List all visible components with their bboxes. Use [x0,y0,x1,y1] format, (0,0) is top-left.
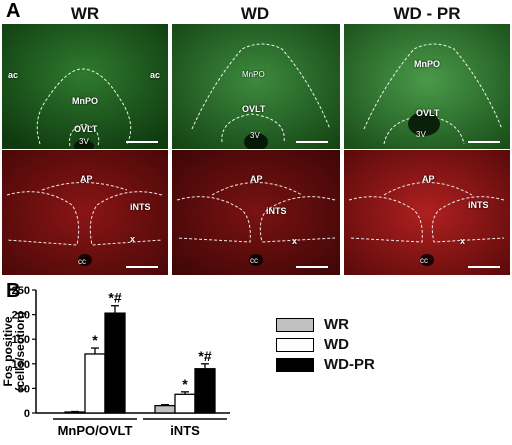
legend-label-wd-pr: WD-PR [324,356,375,373]
scale-bar [296,141,328,143]
legend-item-wd-pr: WD-PR [276,356,375,373]
label-ovlt: OVLT [416,108,440,118]
label-3v: 3V [416,130,426,139]
y-tick-label: 50 [18,383,30,395]
group-label: iNTS [170,423,200,438]
label-mnpo: MnPO [242,70,265,79]
label-3v: 3V [250,131,260,140]
micrograph-wd-pr-nts: AP iNTS x cc [344,150,510,275]
label-ap: AP [250,174,263,184]
column-label-wd-pr: WD - PR [393,4,461,23]
label-x: x [460,236,466,246]
bar-wr-1 [154,404,176,414]
label-cc: cc [250,256,258,265]
column-label-wr: WR [70,4,100,23]
micrograph-wr-mnpo: ac ac MnPO OVLT 3V [2,24,168,149]
fos-bar-chart: 0 50 100 150 200 250 Fos positive(cells/sectio… [1,285,230,438]
chart-labels: 0 50 100 150 200 250 Fos positive(cells/sectio… [1,285,212,438]
significance-mark: *# [108,290,121,306]
bar-wd-pr-1 [194,368,216,414]
label-cc: cc [420,256,428,265]
scale-bar [126,141,158,143]
bar-wd-0 [84,353,106,414]
chart-bars [64,305,216,414]
significance-mark: * [182,376,188,392]
panel-a-letter: A [6,0,21,22]
scale-bar [126,266,158,268]
legend-swatch-wd-pr [276,357,314,372]
y-tick-label: 250 [12,285,30,297]
label-x: x [130,234,136,244]
y-tick-label: 0 [24,408,30,420]
legend-swatch-wd [276,337,314,352]
scale-bar [468,266,500,268]
micrograph-wd-pr-mnpo: MnPO OVLT 3V [344,24,510,149]
legend-label-wr: WR [324,316,349,333]
legend-swatch-wr [276,317,314,332]
bar-wd-pr-0 [104,312,126,414]
legend-item-wd: WD [276,336,349,353]
legend-item-wr: WR [276,316,349,333]
label-ac-right: ac [150,70,161,80]
label-ap: AP [422,174,435,184]
label-mnpo: MnPO [414,59,440,69]
micrograph-wd-nts: AP iNTS x cc [172,150,340,275]
label-x: x [292,236,298,246]
scale-bar [468,141,500,143]
column-label-wd: WD [240,4,270,23]
significance-mark: *# [198,348,211,364]
legend-label-wd: WD [324,336,349,353]
micrograph-wd-mnpo: MnPO OVLT 3V [172,24,340,149]
significance-mark: * [92,332,98,348]
bar-wd-1 [174,393,196,414]
label-cc: cc [78,257,86,266]
label-mnpo: MnPO [72,96,98,106]
label-ovlt: OVLT [242,104,266,114]
micrograph-wr-nts: AP iNTS x cc [2,150,168,275]
panel-b-letter: B [6,280,21,302]
y-axis-label: Fos positive(cells/section) [1,311,27,391]
label-3v: 3V [79,137,89,146]
label-ints: iNTS [130,202,151,212]
y-tick-label: 200 [12,310,30,322]
group-label: MnPO/OVLT [58,423,133,438]
label-ints: iNTS [468,200,489,210]
label-ac-left: ac [8,70,19,80]
scale-bar [296,266,328,268]
y-tick-label: 100 [12,359,30,371]
y-tick-label: 150 [12,334,30,346]
label-ovlt: OVLT [74,124,98,134]
label-ap: AP [80,174,93,184]
label-ints: iNTS [266,206,287,216]
